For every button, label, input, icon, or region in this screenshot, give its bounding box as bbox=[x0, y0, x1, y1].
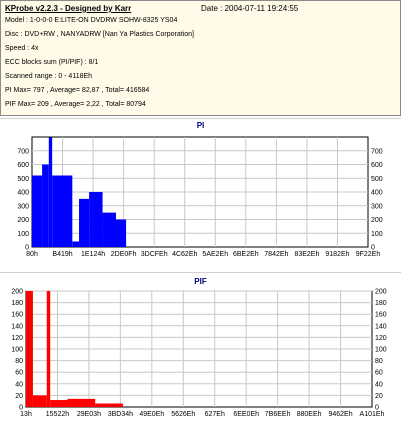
pif-ytick-right: 180 bbox=[375, 300, 387, 307]
app-title: KProbe v2.2.3 - Designed by Karr bbox=[5, 4, 132, 13]
pif-ytick-right: 0 bbox=[375, 405, 379, 412]
pi-bar-1 bbox=[42, 164, 49, 247]
pi-ytick-left: 600 bbox=[17, 162, 29, 169]
pif-panel: PIF 0 0 20 20 40 40 60 60 80 80 100 100 120 120 140 140… bbox=[0, 272, 401, 424]
disc-line: Disc : DVD+RW , NANYADRW [Nan Ya Plastic… bbox=[5, 31, 194, 38]
pif-xtick-label: 29E03h bbox=[77, 411, 101, 418]
pif-bar-1 bbox=[32, 395, 47, 407]
pif-xtick-label: 9462Eh bbox=[328, 411, 352, 418]
pi-bar-5 bbox=[79, 198, 90, 247]
pi-ytick-right: 500 bbox=[371, 176, 383, 183]
pif-ytick-left: 180 bbox=[11, 300, 23, 307]
pif-ytick-left: 160 bbox=[11, 312, 23, 319]
pif-xtick-label: 15522h bbox=[46, 411, 69, 418]
pif-ytick-left: 100 bbox=[11, 347, 23, 354]
pi-xtick-label: 2DE0Fh bbox=[111, 251, 137, 258]
pi-xtick-label: 6BE2Eh bbox=[233, 251, 259, 258]
pif-ytick-right: 40 bbox=[375, 381, 383, 388]
pi-ytick-right: 700 bbox=[371, 148, 383, 155]
pi-bar-4 bbox=[72, 241, 80, 247]
pif-ytick-right: 140 bbox=[375, 323, 387, 330]
pi-xtick-label: 7842Eh bbox=[264, 251, 288, 258]
pi-xtick-label: 83E2Eh bbox=[294, 251, 319, 258]
pif-ytick-right: 160 bbox=[375, 312, 387, 319]
pif-xtick-label: A101Eh bbox=[360, 411, 385, 418]
pif-bar-3 bbox=[50, 400, 68, 407]
pif-ytick-right: 120 bbox=[375, 335, 387, 342]
pif-xtick-label: 5626Eh bbox=[171, 411, 195, 418]
pi-xtick-label: 4C62Eh bbox=[172, 251, 197, 258]
speed-line: Speed : 4x bbox=[5, 45, 39, 52]
pi-panel: PI 0 0 100 100 200 200 300 300 400 400 500 500 600 60… bbox=[0, 118, 401, 267]
pif-bar-5 bbox=[95, 403, 123, 407]
pif-ytick-right: 80 bbox=[375, 358, 383, 365]
pi-ytick-left: 200 bbox=[17, 217, 29, 224]
pi-xtick-label: 1E124h bbox=[81, 251, 105, 258]
pi-ytick-left: 400 bbox=[17, 190, 29, 197]
pi-ytick-left: 300 bbox=[17, 203, 29, 210]
pif-chart: 0 0 20 20 40 40 60 60 80 80 100 100 120 120 140 140 160 1… bbox=[11, 289, 387, 419]
pi-xtick-label: 80h bbox=[26, 251, 38, 258]
pi-xtick-label: 9F22Eh bbox=[356, 251, 381, 258]
pif-xtick-label: 13h bbox=[20, 411, 32, 418]
pi-bar-6 bbox=[89, 192, 103, 247]
pi-ytick-right: 600 bbox=[371, 162, 383, 169]
pif-ytick-left: 20 bbox=[15, 393, 23, 400]
pi-ytick-left: 700 bbox=[17, 148, 29, 155]
pi-xtick-label: 3DCFEh bbox=[141, 251, 168, 258]
pi-ytick-left: 500 bbox=[17, 176, 29, 183]
pif-xtick-label: 6EE0Eh bbox=[233, 411, 259, 418]
pi-ytick-right: 0 bbox=[371, 245, 375, 252]
pi-xtick-label: B419h bbox=[52, 251, 72, 258]
pif-ytick-left: 120 bbox=[11, 335, 23, 342]
pi-xtick-label: 5AE2Eh bbox=[202, 251, 228, 258]
pif-ytick-left: 200 bbox=[11, 289, 23, 296]
pif-ytick-right: 100 bbox=[375, 347, 387, 354]
pif-ytick-right: 20 bbox=[375, 393, 383, 400]
pi-xtick-label: 9182Eh bbox=[325, 251, 349, 258]
pi-bar-3 bbox=[52, 175, 73, 247]
pif-chart-title: PIF bbox=[194, 277, 207, 286]
pif-bar-2 bbox=[46, 291, 51, 407]
pif-ytick-left: 40 bbox=[15, 381, 23, 388]
pi-ytick-right: 100 bbox=[371, 231, 383, 238]
pi-ytick-right: 400 bbox=[371, 190, 383, 197]
pi-chart: 0 0 100 100 200 200 300 300 400 400 500 500 600 600 70… bbox=[17, 136, 383, 258]
pi-bar-0 bbox=[32, 175, 43, 247]
scan-date: Date : 2004-07-11 19:24:55 bbox=[201, 4, 299, 13]
pif-ytick-left: 140 bbox=[11, 323, 23, 330]
pi-ytick-right: 300 bbox=[371, 203, 383, 210]
pi-bar-7 bbox=[102, 212, 116, 247]
pif-ytick-left: 0 bbox=[19, 405, 23, 412]
range-line: Scanned range : 0 - 4118Eh bbox=[5, 73, 93, 80]
pif-ytick-right: 200 bbox=[375, 289, 387, 296]
info-header: KProbe v2.2.3 - Designed by Karr Date : … bbox=[0, 0, 401, 116]
pif-xtick-label: 880EEh bbox=[297, 411, 322, 418]
pif-xtick-label: 7B6EEh bbox=[265, 411, 291, 418]
pi-stats-line: PI Max= 797 , Average= 82,87 , Total= 41… bbox=[5, 87, 150, 94]
model-line: Model : 1-0-0-0 E:LITE-ON DVDRW SOHW-832… bbox=[5, 17, 178, 24]
pif-stats-line: PIF Max= 209 , Average= 2,22 , Total= 80… bbox=[5, 101, 146, 108]
ecc-line: ECC blocks sum (PI/PIF) : 8/1 bbox=[5, 59, 99, 66]
pif-bar-0 bbox=[26, 291, 33, 407]
pi-chart-title: PI bbox=[196, 121, 205, 130]
pif-xtick-label: 49E0Eh bbox=[139, 411, 164, 418]
pi-bar-2 bbox=[48, 137, 53, 247]
pif-ytick-right: 60 bbox=[375, 370, 383, 377]
pif-xtick-label: 627Eh bbox=[205, 411, 225, 418]
pi-ytick-left: 0 bbox=[25, 245, 29, 252]
pif-ytick-left: 80 bbox=[15, 358, 23, 365]
pif-ytick-left: 60 bbox=[15, 370, 23, 377]
pif-xtick-label: 3BD34h bbox=[108, 411, 133, 418]
pi-ytick-right: 200 bbox=[371, 217, 383, 224]
pi-bar-8 bbox=[116, 219, 127, 247]
pif-bar-4 bbox=[67, 398, 96, 407]
pi-ytick-left: 100 bbox=[17, 231, 29, 238]
